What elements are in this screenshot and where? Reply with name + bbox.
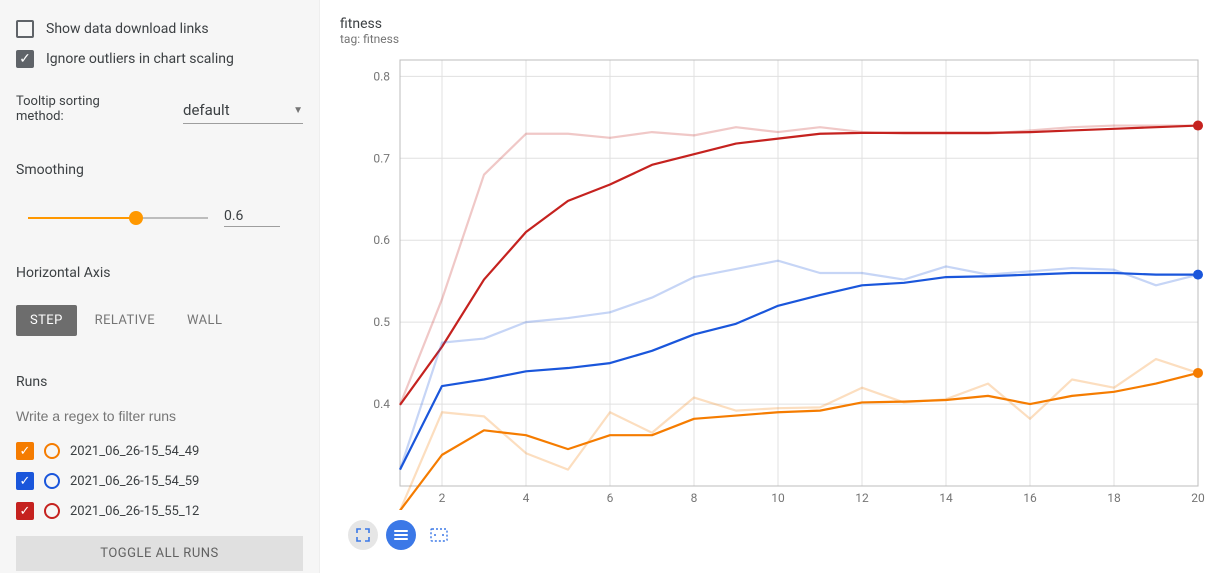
svg-text:0.5: 0.5 bbox=[373, 315, 390, 329]
show-download-checkbox-row[interactable]: Show data download links bbox=[16, 20, 303, 38]
axis-btn-wall[interactable]: WALL bbox=[173, 305, 236, 336]
show-download-label: Show data download links bbox=[46, 21, 209, 37]
svg-text:14: 14 bbox=[939, 491, 953, 505]
svg-text:20: 20 bbox=[1191, 491, 1205, 505]
horizontal-axis-group: STEPRELATIVEWALL bbox=[16, 305, 303, 336]
show-download-checkbox[interactable] bbox=[16, 20, 34, 38]
svg-text:10: 10 bbox=[771, 491, 785, 505]
svg-text:18: 18 bbox=[1107, 491, 1121, 505]
svg-text:16: 16 bbox=[1023, 491, 1037, 505]
runs-filter-input[interactable] bbox=[16, 404, 303, 428]
slider-fill bbox=[28, 217, 136, 219]
run-row[interactable]: ✓ 2021_06_26-15_54_49 bbox=[16, 436, 303, 466]
run-name: 2021_06_26-15_54_49 bbox=[70, 444, 199, 459]
svg-text:12: 12 bbox=[855, 491, 869, 505]
run-swatch-icon bbox=[44, 473, 60, 489]
fit-icon[interactable] bbox=[424, 520, 454, 550]
ignore-outliers-checkbox-row[interactable]: ✓ Ignore outliers in chart scaling bbox=[16, 50, 303, 68]
chart-toolbar bbox=[348, 520, 1219, 550]
expand-icon[interactable] bbox=[348, 520, 378, 550]
slider-thumb[interactable] bbox=[129, 211, 143, 225]
run-checkbox[interactable]: ✓ bbox=[16, 502, 34, 520]
runs-label: Runs bbox=[16, 374, 303, 390]
horizontal-axis-label: Horizontal Axis bbox=[16, 265, 303, 281]
svg-text:2: 2 bbox=[439, 491, 446, 505]
svg-text:0.6: 0.6 bbox=[373, 233, 390, 247]
chart-title: fitness bbox=[340, 16, 1219, 32]
tooltip-sort-select[interactable]: default ▼ bbox=[183, 97, 303, 124]
tooltip-sort-label: Tooltip sorting method: bbox=[16, 94, 136, 124]
svg-text:0.8: 0.8 bbox=[373, 69, 390, 83]
run-checkbox[interactable]: ✓ bbox=[16, 442, 34, 460]
axis-btn-relative[interactable]: RELATIVE bbox=[81, 305, 169, 336]
chevron-down-icon: ▼ bbox=[293, 105, 303, 116]
smoothing-slider[interactable] bbox=[28, 209, 208, 227]
tooltip-sort-value: default bbox=[183, 101, 230, 119]
svg-text:8: 8 bbox=[691, 491, 698, 505]
run-row[interactable]: ✓ 2021_06_26-15_54_59 bbox=[16, 466, 303, 496]
run-checkbox[interactable]: ✓ bbox=[16, 472, 34, 490]
axis-btn-step[interactable]: STEP bbox=[16, 305, 77, 336]
run-row[interactable]: ✓ 2021_06_26-15_55_12 bbox=[16, 496, 303, 526]
chart-area[interactable]: 2 4 6 8 10 12 14 16 18 20 0.4 0.5 0.6 0.7 0.8 bbox=[340, 50, 1219, 514]
sidebar: Show data download links ✓ Ignore outlie… bbox=[0, 0, 320, 573]
chart-subtitle: tag: fitness bbox=[340, 32, 1219, 46]
run-swatch-icon bbox=[44, 443, 60, 459]
chart-panel: fitness tag: fitness 2 4 6 8 10 12 14 16 18 20 0.4… bbox=[320, 0, 1223, 573]
ignore-outliers-label: Ignore outliers in chart scaling bbox=[46, 51, 234, 67]
toggle-all-runs-button[interactable]: TOGGLE ALL RUNS bbox=[16, 536, 303, 571]
ignore-outliers-checkbox[interactable]: ✓ bbox=[16, 50, 34, 68]
svg-text:4: 4 bbox=[523, 491, 530, 505]
svg-text:0.4: 0.4 bbox=[373, 397, 390, 411]
run-name: 2021_06_26-15_54_59 bbox=[70, 474, 199, 489]
line-chart[interactable]: 2 4 6 8 10 12 14 16 18 20 0.4 0.5 0.6 0.7 0.8 bbox=[340, 50, 1210, 510]
run-swatch-icon bbox=[44, 503, 60, 519]
runs-list: ✓ 2021_06_26-15_54_49 ✓ 2021_06_26-15_54_59… bbox=[16, 436, 303, 526]
smoothing-label: Smoothing bbox=[16, 162, 303, 178]
smoothing-value[interactable]: 0.6 bbox=[224, 208, 280, 227]
list-icon[interactable] bbox=[386, 520, 416, 550]
svg-text:0.7: 0.7 bbox=[373, 151, 390, 165]
svg-text:6: 6 bbox=[607, 491, 614, 505]
run-name: 2021_06_26-15_55_12 bbox=[70, 504, 199, 519]
